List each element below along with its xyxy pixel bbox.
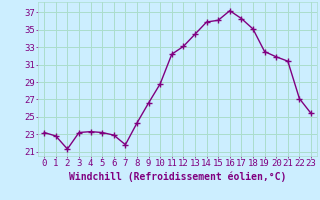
X-axis label: Windchill (Refroidissement éolien,°C): Windchill (Refroidissement éolien,°C) bbox=[69, 171, 286, 182]
